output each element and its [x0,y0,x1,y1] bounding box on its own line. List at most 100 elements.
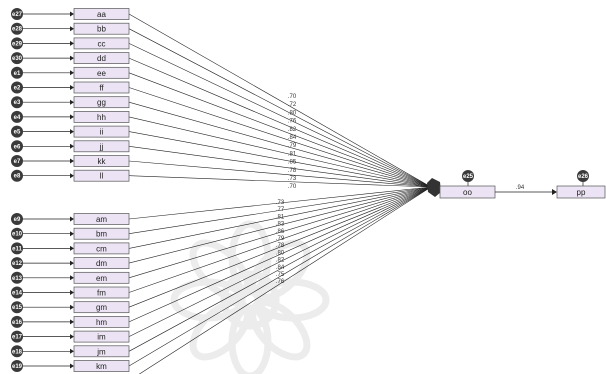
error-term-icon [11,301,23,314]
indicator-box [73,242,130,255]
indicator-label: cm [96,244,107,253]
latent-oo: e25 oo [439,170,496,199]
indicator-ff: e2 ff [11,81,130,94]
arrowhead-icon [70,11,74,17]
error-term-icon [11,22,23,35]
indicator-label: jj [99,142,104,151]
indicator-label: im [97,333,106,342]
indicator-label: gg [97,98,106,107]
error-term-icon [11,257,23,270]
error-term-icon [11,110,23,123]
indicator-cm: e11 cm [11,242,130,255]
path-lines [128,13,432,374]
loading-path [128,160,432,188]
loading-label: .81 [288,151,297,157]
loading-path [128,175,432,188]
indicator-hh: e4 hh [11,110,130,123]
indicator-label: aa [97,10,106,19]
loading-label: .84 [288,135,297,141]
loading-label: .78 [276,243,285,249]
loading-label: .73 [276,200,285,206]
error-term-icon [11,8,23,20]
arrowhead-icon [70,275,74,281]
loading-label: .76 [276,279,285,285]
arrowhead-icon [70,26,74,32]
indicator-box [73,155,130,167]
path-coefficient: .94 [516,185,525,191]
error-term-label: e6 [14,144,21,150]
loading-path [128,101,432,188]
arrowhead-icon [70,70,74,76]
loading-label: .72 [288,102,297,108]
indicator-label: km [96,362,107,371]
loading-label: .77 [276,207,285,213]
indicator-box [73,8,130,20]
arrowhead-icon [70,40,74,46]
loading-label: .78 [288,168,297,174]
error-term-icon [11,96,23,109]
loading-label: .73 [288,176,297,182]
loading-label: .79 [288,143,297,149]
error-term-label: e29 [12,41,23,47]
loading-label: .86 [276,229,285,235]
indicator-box [73,271,130,284]
arrowhead-icon [70,348,74,354]
error-term-label: e18 [12,349,23,355]
loading-path [128,186,432,337]
outcome-label: pp [577,188,586,197]
error-term-icon [11,140,23,153]
indicator-box [73,257,130,269]
indicator-im: e17 im [11,330,130,343]
arrowhead-icon [70,290,74,295]
loading-path [138,186,432,374]
arrowhead-icon [70,363,74,369]
indicator-aa: e27 aa [11,8,130,20]
loading-path [128,72,432,188]
error-term-label: e7 [14,159,21,165]
indicator-label: dd [97,54,106,63]
loading-label: .79 [276,236,285,242]
loading-label: .80 [288,110,297,116]
error-term-label: e19 [12,364,23,370]
indicator-label: hm [96,318,107,327]
indicator-cc: e29 cc [11,37,130,50]
loading-label: .84 [276,265,285,271]
error-term-icon [11,213,23,225]
error-term-icon [11,242,23,255]
loading-label: .70 [288,94,297,100]
error-term-icon [11,155,23,167]
indicator-kk: e7 kk [11,155,130,167]
arrowhead-icon [70,260,74,266]
error-term-label: e2 [14,86,21,92]
error-term-icon [11,227,23,240]
loading-path [128,13,432,188]
arrowhead-icon [70,114,74,120]
indicator-label: fm [97,289,106,298]
indicator-jm: e18 jm [11,345,130,358]
loading-label: .75 [276,272,285,278]
loading-path [128,186,432,220]
loading-label: .80 [276,250,285,256]
arrowhead-icon [70,216,74,222]
indicator-dm: e12 dm [11,257,130,270]
arrowhead-icon [70,55,74,61]
indicator-box [73,52,130,64]
loading-path [128,116,432,188]
error-term-icon [11,66,23,79]
indicator-label: kk [98,157,107,166]
loading-path [128,87,432,188]
arrowhead-icon [70,231,74,237]
arrowhead-icon [70,129,74,135]
error-term-label: e10 [12,232,23,238]
indicator-box [73,125,130,138]
arrowhead-icon [70,85,74,90]
loading-path [128,186,432,279]
loading-label: .70 [288,184,297,190]
error-term-label: e14 [12,291,23,297]
junction-node [427,178,441,197]
outcome-error-icon [577,170,589,182]
error-term-icon [11,315,23,328]
error-term-icon [11,330,23,343]
watermark-petal [248,298,311,361]
latent-error-label: e25 [463,174,474,180]
